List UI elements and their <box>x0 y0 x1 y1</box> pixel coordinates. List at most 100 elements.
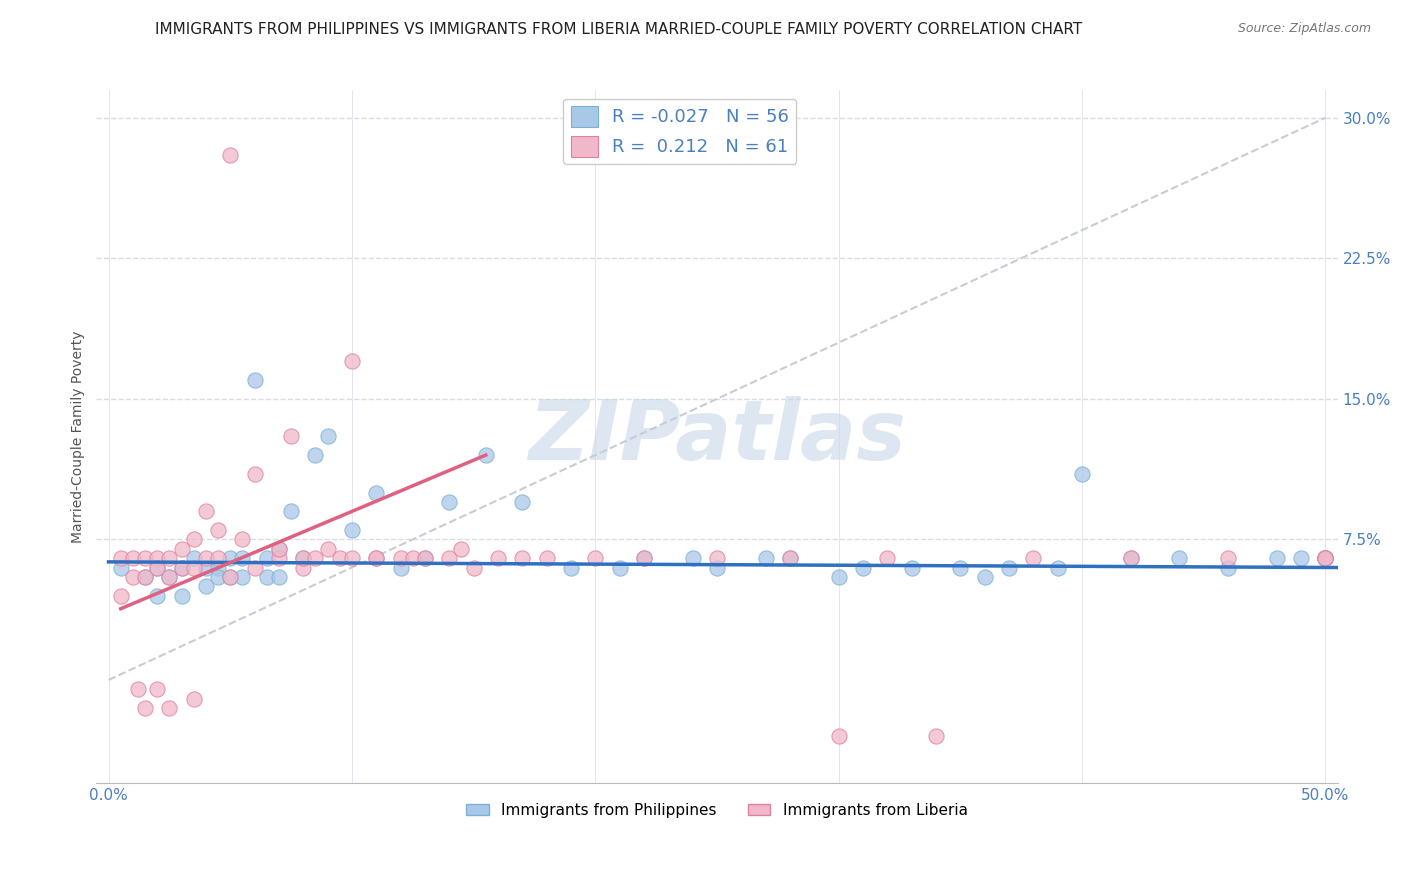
Point <box>949 560 972 574</box>
Point <box>219 148 242 162</box>
Point <box>183 560 205 574</box>
Point <box>304 551 326 566</box>
Point <box>340 354 363 368</box>
Point <box>366 551 388 566</box>
Point <box>157 570 180 584</box>
Point <box>779 551 801 566</box>
Point <box>194 560 217 574</box>
Point <box>207 551 229 566</box>
Point <box>706 560 728 574</box>
Point <box>1168 551 1191 566</box>
Point <box>170 560 193 574</box>
Point <box>183 551 205 566</box>
Point <box>267 570 290 584</box>
Point <box>475 448 498 462</box>
Point <box>231 533 253 547</box>
Point <box>828 729 851 743</box>
Point <box>402 551 425 566</box>
Point <box>413 551 436 566</box>
Text: ZIPatlas: ZIPatlas <box>529 396 905 477</box>
Point <box>194 504 217 518</box>
Point <box>486 551 509 566</box>
Point <box>157 551 180 566</box>
Point <box>110 589 132 603</box>
Point <box>231 551 253 566</box>
Point <box>194 579 217 593</box>
Y-axis label: Married-Couple Family Poverty: Married-Couple Family Poverty <box>72 330 86 542</box>
Point <box>1119 551 1142 566</box>
Point <box>1046 560 1069 574</box>
Point <box>267 541 290 556</box>
Point <box>366 485 388 500</box>
Point <box>1071 467 1094 481</box>
Point <box>1315 551 1337 566</box>
Point <box>256 570 278 584</box>
Point <box>316 541 339 556</box>
Point <box>609 560 631 574</box>
Point <box>329 551 352 566</box>
Point <box>110 560 132 574</box>
Point <box>134 551 156 566</box>
Point <box>146 551 169 566</box>
Point <box>633 551 655 566</box>
Point <box>280 504 302 518</box>
Point <box>292 551 315 566</box>
Point <box>828 570 851 584</box>
Point <box>207 570 229 584</box>
Point <box>121 551 143 566</box>
Point <box>1315 551 1337 566</box>
Point <box>389 560 412 574</box>
Point <box>1289 551 1312 566</box>
Point <box>194 551 217 566</box>
Point <box>127 682 149 697</box>
Point <box>292 560 315 574</box>
Point <box>1022 551 1045 566</box>
Text: IMMIGRANTS FROM PHILIPPINES VS IMMIGRANTS FROM LIBERIA MARRIED-COUPLE FAMILY POV: IMMIGRANTS FROM PHILIPPINES VS IMMIGRANT… <box>155 22 1083 37</box>
Point <box>1216 551 1239 566</box>
Point <box>146 560 169 574</box>
Point <box>1315 551 1337 566</box>
Point <box>583 551 606 566</box>
Point <box>340 551 363 566</box>
Point <box>280 429 302 443</box>
Point <box>134 570 156 584</box>
Point <box>157 701 180 715</box>
Point <box>316 429 339 443</box>
Point <box>340 523 363 537</box>
Point <box>413 551 436 566</box>
Point <box>973 570 995 584</box>
Point <box>292 551 315 566</box>
Point <box>450 541 472 556</box>
Point <box>536 551 558 566</box>
Point <box>1216 560 1239 574</box>
Point <box>146 682 169 697</box>
Point <box>183 691 205 706</box>
Point <box>925 729 948 743</box>
Point <box>219 570 242 584</box>
Point <box>157 570 180 584</box>
Point <box>755 551 778 566</box>
Point <box>510 551 533 566</box>
Point <box>304 448 326 462</box>
Point <box>439 495 461 509</box>
Point <box>183 533 205 547</box>
Point <box>170 560 193 574</box>
Point <box>900 560 922 574</box>
Point <box>876 551 898 566</box>
Point <box>1265 551 1288 566</box>
Point <box>852 560 875 574</box>
Point <box>779 551 801 566</box>
Point <box>243 467 266 481</box>
Point <box>146 589 169 603</box>
Point <box>389 551 412 566</box>
Point <box>134 570 156 584</box>
Point <box>219 551 242 566</box>
Point <box>267 541 290 556</box>
Point <box>998 560 1021 574</box>
Point <box>463 560 485 574</box>
Point <box>243 373 266 387</box>
Point <box>706 551 728 566</box>
Point <box>510 495 533 509</box>
Point <box>219 570 242 584</box>
Point <box>1315 551 1337 566</box>
